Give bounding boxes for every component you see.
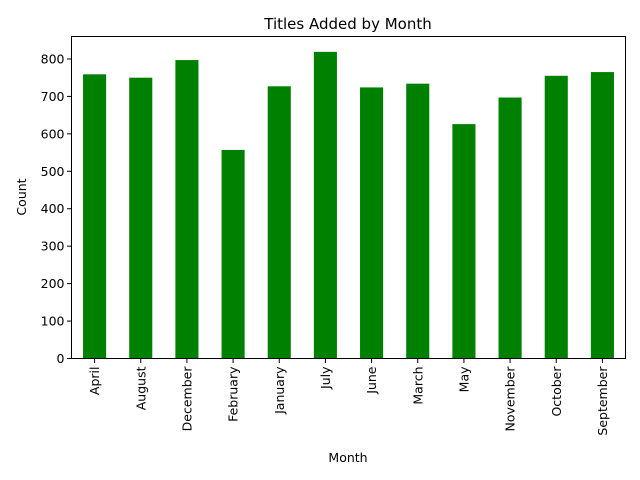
x-tick-label: November: [503, 366, 518, 432]
y-tick-label: 800: [41, 51, 65, 66]
x-tick-label: February: [226, 366, 241, 422]
y-axis-title: Count: [14, 178, 29, 215]
y-tick-label: 400: [41, 201, 65, 216]
x-tick-label: January: [272, 366, 287, 415]
bar-december: [175, 60, 199, 359]
bar-march: [406, 83, 430, 359]
plot-frame: [71, 36, 626, 359]
x-tick-label: December: [179, 366, 194, 432]
x-tick-label: October: [549, 366, 564, 417]
y-tick-label: 200: [41, 276, 65, 291]
y-tick-label: 600: [41, 126, 65, 141]
y-tick-label: 500: [41, 164, 65, 179]
x-tick-label: July: [318, 366, 333, 390]
bar-november: [498, 97, 522, 359]
x-axis-title: Month: [328, 450, 367, 465]
y-tick-label: 700: [41, 89, 65, 104]
chart-title: Titles Added by Month: [263, 15, 431, 33]
bar-april: [83, 74, 107, 359]
x-axis-ticks: April August December February January July Ju…: [87, 358, 610, 436]
bar-october: [544, 75, 568, 359]
x-tick-label: August: [133, 366, 148, 410]
bars-group: [83, 51, 614, 359]
x-tick-label: June: [364, 366, 379, 395]
bar-june: [360, 87, 384, 359]
x-tick-label: March: [410, 367, 425, 405]
x-tick-label: September: [595, 366, 610, 436]
bar-august: [129, 77, 153, 359]
y-axis-ticks: 0 100 200 300 400 500 600 700 800: [41, 51, 72, 366]
bar-february: [221, 149, 245, 359]
x-tick-label: May: [456, 366, 471, 392]
x-tick-label: April: [87, 367, 102, 396]
bar-may: [452, 124, 476, 359]
y-tick-label: 0: [57, 351, 65, 366]
bar-september: [590, 72, 614, 359]
y-tick-label: 300: [41, 239, 65, 254]
bar-july: [313, 51, 337, 359]
y-tick-label: 100: [41, 314, 65, 329]
bar-january: [267, 86, 291, 359]
